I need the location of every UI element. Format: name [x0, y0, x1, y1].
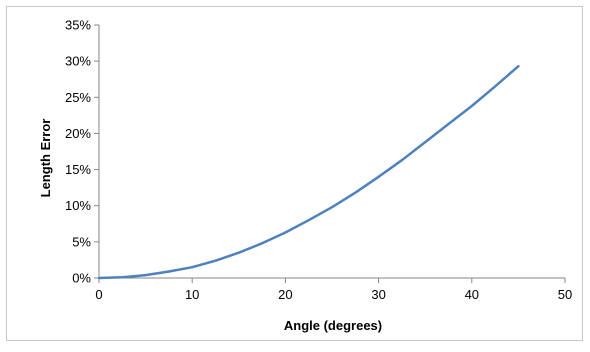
x-axis-title: Angle (degrees): [284, 318, 382, 333]
x-tick-label: 20: [278, 287, 292, 302]
y-tick-label: 20%: [65, 126, 91, 141]
series-line: [97, 64, 520, 280]
y-tick-label: 25%: [65, 90, 91, 105]
y-tick-label: 5%: [72, 234, 91, 249]
series-layer: [97, 64, 520, 280]
y-tick-label: 10%: [65, 198, 91, 213]
chart-border: [6, 6, 583, 341]
y-tick-label: 15%: [65, 162, 91, 177]
axes: [94, 24, 566, 283]
x-tick-label: 50: [558, 287, 572, 302]
x-tick-label: 0: [95, 287, 102, 302]
tick-labels: 0% 5% 10% 15% 20% 25% 30% 35% 0 10 20 30 40 50: [65, 18, 572, 303]
y-tick-label: 35%: [65, 18, 91, 33]
y-axis-title: Length Error: [38, 119, 53, 198]
x-tick-label: 40: [465, 287, 479, 302]
x-tick-label: 30: [371, 287, 385, 302]
y-tick-label: 0%: [72, 271, 91, 286]
x-tick-label: 10: [185, 287, 199, 302]
y-tick-label: 30%: [65, 54, 91, 69]
